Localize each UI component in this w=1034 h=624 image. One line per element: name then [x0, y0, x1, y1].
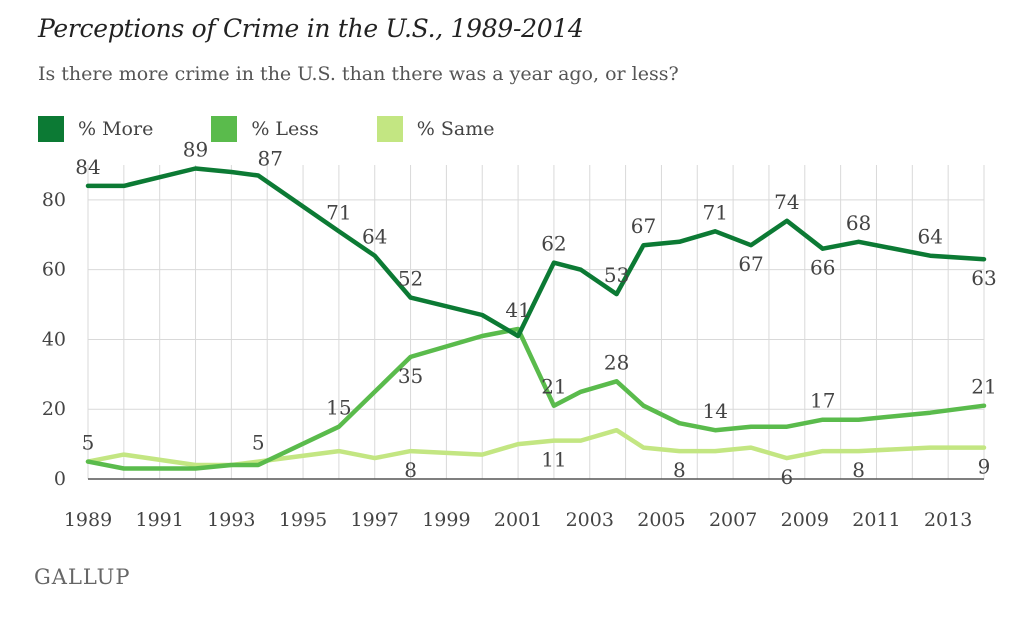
legend-item-same: % Same — [376, 116, 495, 142]
legend-swatch-same — [376, 116, 403, 142]
chart-subtitle: Is there more crime in the U.S. than the… — [38, 63, 679, 85]
chart-title: Perceptions of Crime in the U.S., 1989-2… — [38, 14, 584, 43]
legend-swatch-more — [38, 116, 64, 142]
data-label: 64 — [362, 225, 387, 249]
x-tick-label: 1993 — [207, 509, 255, 531]
data-label: 41 — [505, 298, 530, 322]
y-tick-label: 0 — [54, 468, 66, 490]
data-label: 84 — [75, 155, 100, 179]
legend-swatch-less — [211, 116, 238, 142]
data-label: 14 — [702, 399, 727, 423]
y-tick-label: 20 — [42, 398, 66, 420]
gallup-logo: GALLUP — [34, 565, 131, 589]
x-tick-label: 2007 — [709, 509, 757, 531]
data-label: 66 — [810, 256, 835, 280]
data-label: 17 — [810, 389, 835, 413]
data-label: 21 — [541, 375, 566, 399]
x-tick-label: 2003 — [566, 509, 614, 531]
y-tick-label: 80 — [42, 189, 66, 211]
legend-item-more: % More — [38, 116, 153, 142]
data-label: 53 — [604, 263, 629, 287]
data-label: 74 — [774, 190, 799, 214]
legend-label-more: % More — [78, 118, 154, 140]
x-tick-label: 1991 — [136, 509, 184, 531]
legend-item-less: % Less — [211, 116, 319, 142]
data-label: 71 — [326, 200, 351, 224]
data-label: 5 — [82, 431, 95, 455]
x-tick-label: 2011 — [852, 509, 900, 531]
series-line-less — [85, 326, 987, 471]
x-tick-label: 1995 — [279, 509, 327, 531]
data-label: 71 — [702, 200, 727, 224]
data-label: 8 — [404, 458, 417, 482]
data-label: 62 — [541, 232, 566, 256]
legend-label-less: % Less — [251, 118, 319, 140]
data-label: 52 — [398, 267, 423, 291]
x-tick-label: 2009 — [781, 509, 829, 531]
y-tick-label: 60 — [42, 259, 66, 281]
data-label: 9 — [978, 455, 991, 479]
x-tick-label: 1997 — [351, 509, 399, 531]
x-tick-label: 2013 — [924, 509, 972, 531]
legend: % More % Less % Same — [38, 116, 553, 142]
data-label: 5 — [252, 431, 265, 455]
series-line-same — [85, 427, 987, 468]
data-label: 11 — [541, 448, 566, 472]
data-label: 63 — [971, 266, 996, 290]
data-label: 15 — [326, 396, 351, 420]
data-label: 64 — [918, 225, 943, 249]
series-line-more — [85, 166, 987, 339]
x-tick-label: 2001 — [494, 509, 542, 531]
x-tick-label: 1999 — [422, 509, 470, 531]
data-label: 8 — [673, 458, 686, 482]
data-label: 35 — [398, 364, 423, 388]
x-tick-label: 1989 — [64, 509, 112, 531]
data-label: 67 — [738, 252, 763, 276]
chart-lines — [85, 166, 987, 471]
data-label: 21 — [971, 375, 996, 399]
data-label: 6 — [781, 465, 794, 489]
data-label: 68 — [846, 211, 871, 235]
x-tick-label: 2005 — [637, 509, 685, 531]
y-tick-label: 40 — [42, 328, 66, 350]
data-label: 87 — [258, 146, 283, 170]
data-label: 8 — [852, 458, 865, 482]
data-label: 28 — [604, 350, 629, 374]
data-label: 89 — [183, 137, 208, 161]
chart-axes: 0 20 40 60 80 1989 1991 1993 1995 1997 1999 2001 200… — [42, 189, 984, 531]
data-label: 67 — [631, 214, 656, 238]
legend-label-same: % Same — [416, 118, 495, 140]
